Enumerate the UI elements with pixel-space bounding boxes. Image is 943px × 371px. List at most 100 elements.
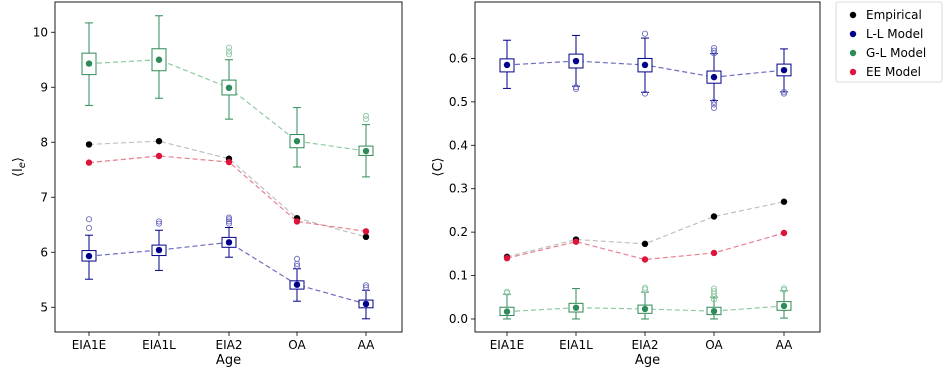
point-ee-model: [780, 229, 788, 237]
flier-l-l-model: [780, 90, 788, 97]
point-ee-model: [503, 254, 511, 262]
point-l-l-model: [293, 281, 301, 288]
point-ee-model: [225, 158, 233, 166]
x-tick-label: EIA1E: [490, 338, 525, 352]
legend: Empirical L-L Model G-L Model EE Model: [835, 1, 943, 83]
flier-g-l-model: [225, 51, 233, 58]
y-tick-label: 0.1: [449, 269, 468, 283]
x-tick-label: EIA1L: [559, 338, 593, 352]
y-tick-label: 0.2: [449, 225, 468, 239]
flier-l-l-model: [572, 84, 580, 91]
flier-g-l-model: [641, 284, 649, 291]
point-g-l-model: [225, 84, 233, 92]
flier-g-l-model: [710, 285, 718, 292]
point-g-l-model: [780, 302, 788, 310]
flier-l-l-model: [85, 224, 93, 232]
point-empirical: [780, 198, 788, 205]
flier-l-l-model: [362, 282, 370, 289]
y-tick-label: 0.6: [449, 51, 468, 65]
legend-label: G-L Model: [866, 46, 926, 60]
series-line-ee-model: [506, 232, 785, 261]
x-tick-label: EIA2: [216, 338, 243, 352]
flier-g-l-model: [710, 288, 718, 295]
y-tick-label: 8: [40, 135, 48, 149]
flier-l-l-model: [710, 98, 718, 105]
flier-l-l-model: [362, 284, 370, 291]
flier-l-l-model: [641, 90, 649, 97]
legend-marker: [849, 11, 857, 19]
point-ee-model: [293, 218, 301, 225]
x-tick-label: OA: [705, 338, 723, 352]
point-ee-model: [155, 152, 163, 160]
legend-frame: [835, 1, 943, 83]
flier-l-l-model: [710, 101, 718, 108]
y-tick-label: 0.3: [449, 182, 468, 196]
x-tick-label: EIA1E: [72, 338, 107, 352]
flier-g-l-model: [225, 48, 233, 55]
x-tick-label: EIA2: [632, 338, 659, 352]
y-tick-label: 0.0: [449, 312, 468, 326]
x-tick-label: EIA1L: [142, 338, 176, 352]
flier-l-l-model: [710, 104, 718, 111]
flier-l-l-model: [293, 262, 301, 270]
point-g-l-model: [85, 60, 93, 67]
point-ee-model: [572, 238, 580, 245]
x-axis-label: Age: [216, 353, 241, 368]
point-g-l-model: [293, 137, 301, 145]
legend-label: Empirical: [866, 8, 922, 22]
panel-clustering: 0.0 0.1 0.2 0.3 0.4 0.5 0.6 EIA1E EIA1L EIA2 OA AA A…: [431, 1, 821, 368]
y-tick-label: 0.4: [449, 138, 468, 152]
flier-g-l-model: [503, 288, 511, 295]
point-l-l-model: [225, 239, 233, 246]
flier-g-l-model: [780, 285, 788, 292]
point-l-l-model: [780, 66, 788, 74]
flier-l-l-model: [293, 255, 301, 262]
point-empirical: [641, 240, 649, 248]
panel-mean-degree: 5 6 7 8 9 10 EIA1E EIA1L EIA2 OA AA Age ⟨le⟩: [11, 1, 403, 368]
x-axis-label: Age: [635, 353, 660, 368]
point-l-l-model: [155, 246, 163, 254]
flier-l-l-model: [225, 220, 233, 227]
y-axis-label-close: ⟩: [11, 157, 26, 162]
flier-l-l-model: [641, 30, 649, 37]
x-tick-label: AA: [776, 338, 794, 352]
y-axis-label-sub: e: [17, 162, 28, 168]
y-axis-label: ⟨C⟩: [431, 157, 446, 176]
flier-l-l-model: [780, 88, 788, 95]
series-line-empirical: [88, 140, 367, 238]
x-tick-label: OA: [288, 338, 306, 352]
point-l-l-model: [362, 300, 370, 308]
point-g-l-model: [155, 56, 163, 63]
flier-l-l-model: [225, 218, 233, 225]
flier-g-l-model: [362, 116, 370, 123]
flier-l-l-model: [155, 220, 163, 227]
legend-label: EE Model: [866, 65, 921, 79]
legend-marker: [849, 49, 857, 57]
point-ee-model: [85, 159, 93, 166]
point-l-l-model: [503, 61, 511, 69]
flier-g-l-model: [641, 286, 649, 293]
point-g-l-model: [503, 308, 511, 315]
point-empirical: [710, 213, 718, 220]
flier-l-l-model: [155, 218, 163, 225]
y-tick-label: 7: [40, 190, 48, 204]
legend-label: L-L Model: [866, 27, 923, 41]
y-tick-label: 10: [33, 25, 48, 39]
y-axis-label-main: ⟨l: [11, 168, 26, 177]
x-tick-label: AA: [358, 338, 376, 352]
y-tick-label: 5: [40, 300, 48, 314]
point-ee-model: [362, 228, 370, 235]
point-ee-model: [710, 249, 718, 257]
flier-l-l-model: [572, 85, 580, 92]
point-g-l-model: [710, 307, 718, 315]
flier-g-l-model: [362, 112, 370, 119]
point-l-l-model: [710, 73, 718, 81]
legend-marker: [849, 68, 857, 76]
series-line-g-l-model: [88, 59, 367, 152]
point-empirical: [362, 233, 370, 241]
point-l-l-model: [572, 57, 580, 65]
y-tick-label: 6: [40, 245, 48, 259]
point-l-l-model: [85, 252, 93, 260]
legend-marker: [849, 30, 857, 38]
